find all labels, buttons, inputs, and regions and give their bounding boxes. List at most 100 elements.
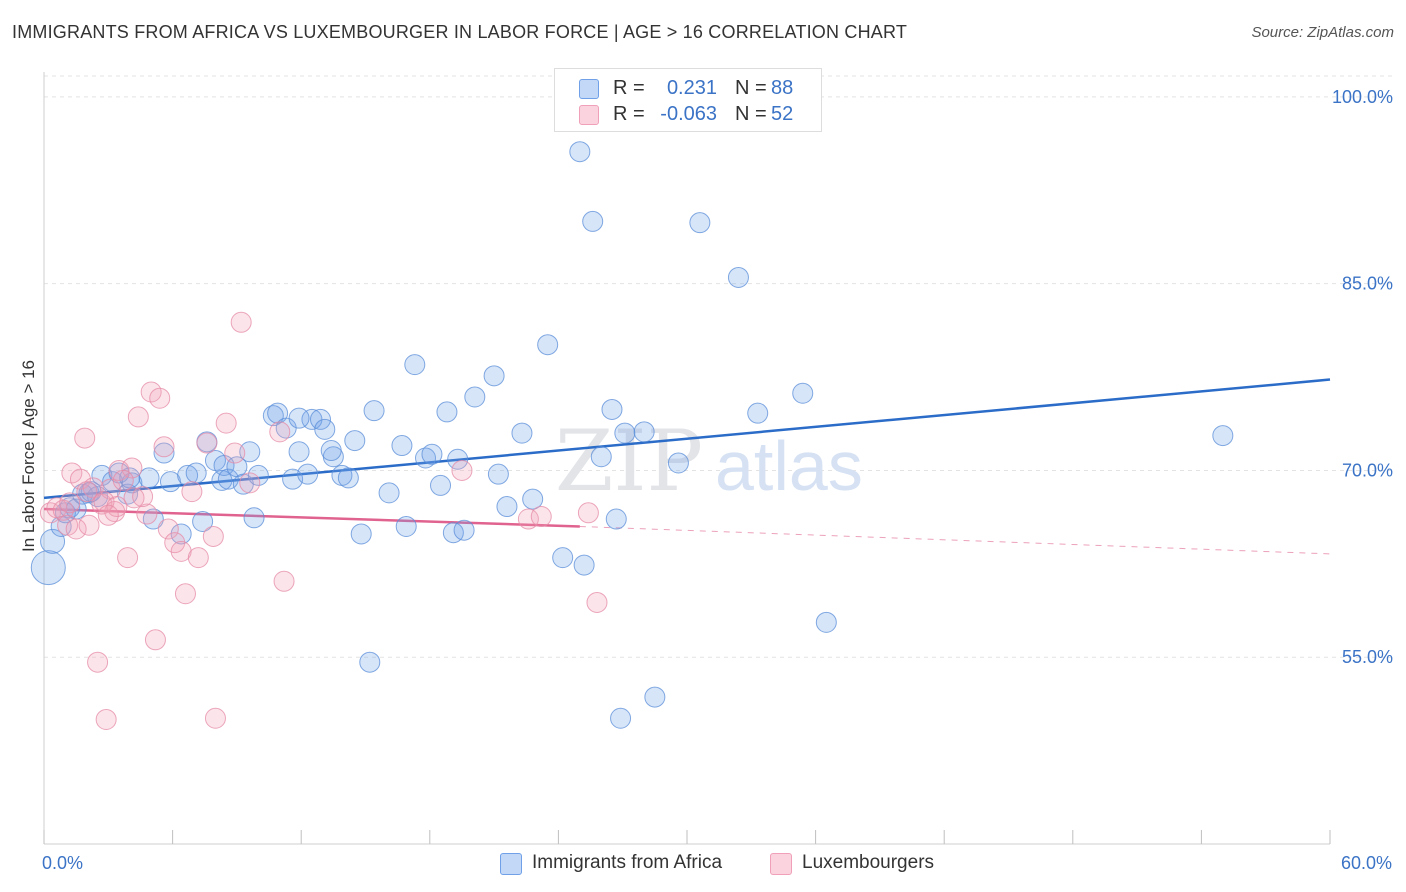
point-africa [247,464,269,486]
point-africa [496,496,518,518]
point-luxembourgers [61,462,83,484]
bottom-legend-label-luxembourgers: Luxembourgers [802,852,935,873]
point-luxembourgers [215,412,237,434]
point-africa [436,401,458,423]
point-luxembourgers [187,547,209,569]
point-africa [359,651,381,673]
point-luxembourgers [97,504,119,526]
point-africa [404,354,426,376]
point-luxembourgers [127,406,149,428]
stats-legend: R = 0.231 N = 88 R = -0.063 N = 52 [554,68,822,132]
point-luxembourgers [87,651,109,673]
chart-source: Source: ZipAtlas.com [1251,24,1394,41]
point-luxembourgers [530,506,552,528]
point-africa [610,707,632,729]
point-africa [569,141,591,163]
y-tick-label: 85.0% [1342,274,1393,294]
y-axis-label: In Labor Force | Age > 16 [19,360,38,552]
point-luxembourgers [517,508,539,530]
legend-n-label: N = [735,103,767,125]
point-africa [453,519,475,541]
legend-swatch-luxembourgers [579,105,599,125]
point-luxembourgers [224,442,246,464]
tick-labels: 100.0% 85.0% 70.0% 55.0% 0.0% 60.0% [42,87,1393,873]
point-luxembourgers [106,496,128,518]
data-points [30,141,1234,730]
point-africa [644,686,666,708]
point-africa [487,463,509,485]
point-africa [415,447,437,469]
y-tick-label: 70.0% [1342,460,1393,480]
point-africa [243,507,265,529]
point-luxembourgers [239,472,261,494]
y-tick-label: 100.0% [1332,87,1393,107]
point-africa [30,550,66,586]
point-africa [91,464,113,486]
legend-n-value: 52 [771,103,794,125]
point-luxembourgers [451,459,473,481]
point-africa [159,471,181,493]
point-luxembourgers [121,457,143,479]
point-africa [378,482,400,504]
bottom-legend-swatch-luxembourgers [770,853,792,875]
point-luxembourgers [140,381,162,403]
point-africa [320,440,342,462]
point-luxembourgers [95,708,117,730]
point-luxembourgers [65,518,87,540]
point-luxembourgers [170,540,192,562]
point-africa [747,402,769,424]
legend-r-value: 0.231 [666,77,717,99]
point-luxembourgers [144,629,166,651]
point-africa [605,508,627,530]
point-africa [138,467,160,489]
point-africa [727,266,749,288]
point-africa [288,407,310,429]
point-luxembourgers [112,469,134,491]
point-africa [511,422,533,444]
point-africa [344,430,366,452]
point-africa [1212,425,1234,447]
point-africa [363,400,385,422]
point-luxembourgers [577,502,599,524]
point-luxembourgers [69,468,91,490]
watermark: ZIP atlas [555,412,863,510]
point-luxembourgers [93,491,115,513]
point-africa [614,422,636,444]
point-africa [297,463,319,485]
point-africa [447,448,469,470]
point-africa [689,212,711,234]
point-africa [395,515,417,537]
point-luxembourgers [59,492,81,514]
bottom-legend-label-africa: Immigrants from Africa [532,852,723,873]
point-africa [391,435,413,457]
point-luxembourgers [273,570,295,592]
point-africa [483,365,505,387]
legend-r-label: R = [613,77,645,99]
watermark-atlas: atlas [715,427,863,505]
point-luxembourgers [136,503,158,525]
gridlines [44,75,1392,658]
legend-n-label: N = [735,77,767,99]
point-luxembourgers [230,311,252,333]
point-africa [170,523,192,545]
point-africa [442,522,464,544]
point-luxembourgers [269,421,291,443]
point-africa [192,511,214,533]
point-luxembourgers [149,387,171,409]
point-africa [239,441,261,463]
point-africa [288,441,310,463]
point-africa [792,382,814,404]
point-africa [430,474,452,496]
trend-line-luxembourgers-extension [579,525,1331,555]
point-africa [177,464,199,486]
point-luxembourgers [57,514,79,536]
point-africa [464,386,486,408]
legend-n-value: 88 [771,77,794,99]
legend-r-label: R = [613,103,645,125]
point-luxembourgers [78,514,100,536]
point-luxembourgers [202,525,224,547]
point-luxembourgers [157,518,179,540]
x-tick-label: 60.0% [1341,853,1392,873]
point-africa [667,452,689,474]
